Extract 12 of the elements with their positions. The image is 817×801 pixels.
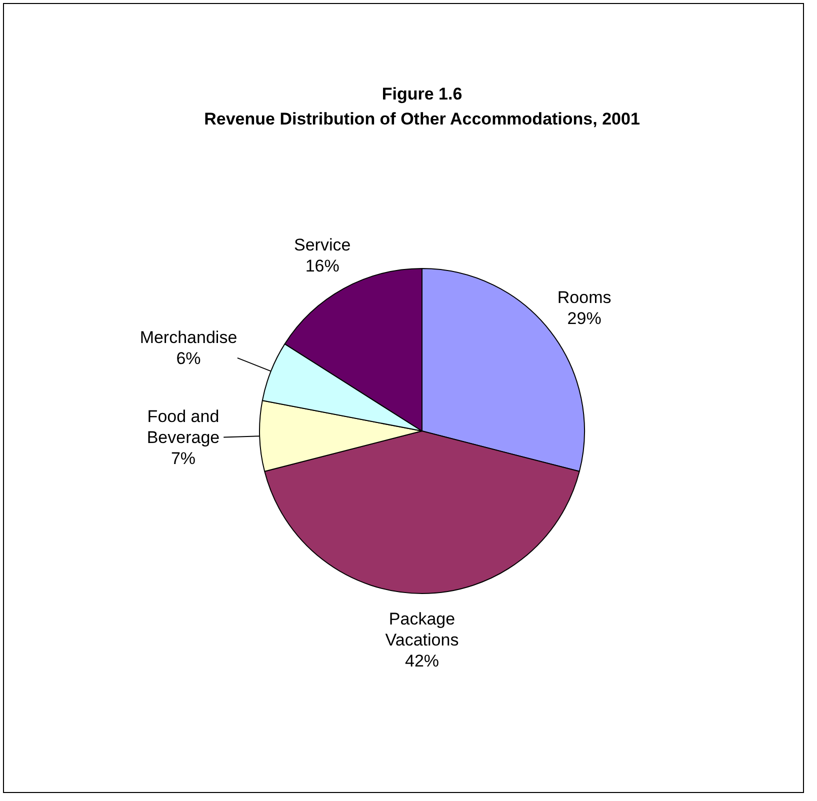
data-label: 42% — [404, 652, 440, 671]
chart-subtitle: Revenue Distribution of Other Accommodations, 2001 — [204, 110, 640, 129]
slice-label: Merchandise — [140, 328, 238, 347]
data-label: 16% — [305, 256, 340, 276]
data-label: 7% — [170, 449, 196, 468]
slice-label: Rooms — [557, 288, 612, 307]
data-label: 29% — [567, 308, 602, 328]
data-label: 6% — [176, 348, 201, 368]
slice-label: Service — [294, 235, 351, 254]
slice-label: Food and Beverage — [146, 407, 220, 448]
slice-label: Package Vacations — [385, 610, 459, 650]
chart-title: Figure 1.6 — [382, 84, 462, 104]
